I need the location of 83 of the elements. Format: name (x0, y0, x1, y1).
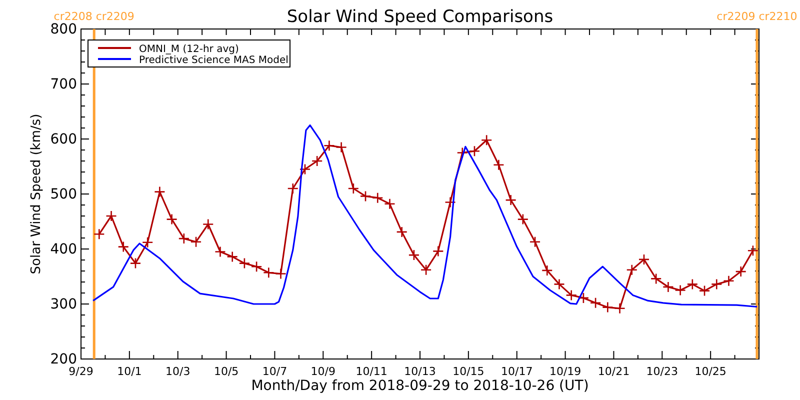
legend-label: OMNI_M (12-hr avg) (139, 44, 239, 55)
point (626, 264, 638, 276)
point (106, 210, 117, 222)
ref-line-label: cr2208 cr2209 (54, 10, 134, 23)
point (444, 196, 456, 208)
point (238, 258, 250, 269)
point (202, 218, 214, 230)
point (408, 249, 420, 261)
point (263, 267, 274, 278)
point (747, 245, 759, 256)
point (154, 186, 166, 198)
point (578, 292, 590, 304)
point (372, 192, 384, 204)
y-tick-label: 300 (50, 296, 77, 312)
point (456, 147, 468, 158)
point (118, 241, 130, 252)
point (275, 268, 286, 280)
x-axis-title: Month/Day from 2018-09-29 to 2018-10-26 (UT) (251, 378, 589, 394)
ref-line-label: cr2209 cr2210 (716, 10, 798, 23)
point (480, 134, 492, 146)
point (384, 198, 396, 210)
x-tick-label: 10/17 (501, 364, 533, 378)
point (396, 226, 408, 238)
point (178, 232, 190, 244)
point (554, 278, 565, 290)
y-axis-title: Solar Wind Speed (km/s) (29, 114, 44, 274)
point (650, 273, 662, 284)
point (590, 297, 602, 309)
y-tick-label: 500 (50, 186, 77, 202)
y-tick-label: 600 (50, 131, 77, 148)
point (566, 290, 577, 301)
point (348, 182, 360, 194)
point (735, 266, 746, 278)
point (214, 246, 226, 258)
x-tick-label: 10/25 (694, 364, 726, 378)
point (360, 190, 372, 202)
legend-label: Predictive Science MAS Model (139, 55, 288, 66)
point (614, 302, 626, 314)
point (710, 278, 722, 290)
x-tick-label: 10/7 (262, 364, 288, 378)
point (468, 145, 480, 157)
point (529, 236, 541, 248)
point (311, 155, 323, 167)
point (638, 254, 650, 266)
point (250, 260, 262, 272)
point (130, 258, 142, 269)
point (299, 164, 311, 175)
y-tick-label: 700 (50, 76, 77, 92)
point (698, 285, 710, 296)
y-tick-label: 800 (50, 21, 77, 38)
x-tick-label: 10/21 (598, 364, 630, 378)
point (686, 278, 698, 290)
y-tick-label: 400 (50, 241, 77, 258)
point (190, 236, 202, 248)
point (287, 182, 299, 194)
point (723, 275, 734, 287)
x-tick-label: 10/19 (549, 364, 582, 378)
y-tick-label: 200 (50, 351, 77, 368)
point (517, 214, 529, 225)
point (602, 302, 614, 313)
point (420, 264, 432, 276)
point (662, 281, 674, 293)
point (324, 140, 335, 152)
point (94, 228, 105, 240)
point (142, 236, 154, 248)
x-tick-label: 10/9 (310, 364, 336, 378)
x-tick-label: 10/1 (117, 364, 142, 378)
x-tick-label: 10/3 (166, 364, 190, 378)
point (674, 284, 686, 296)
point (432, 246, 444, 257)
point (336, 142, 347, 153)
chart-title: Solar Wind Speed Comparisons (286, 7, 554, 27)
point (226, 251, 238, 262)
point (166, 214, 178, 225)
point (541, 264, 553, 276)
x-tick-label: 10/11 (356, 364, 388, 378)
x-tick-label: 9/29 (68, 364, 94, 378)
x-tick-label: 10/5 (214, 364, 239, 378)
x-tick-label: 10/15 (452, 364, 484, 378)
x-tick-label: 10/13 (404, 364, 436, 378)
point (493, 159, 504, 170)
x-tick-label: 10/23 (646, 364, 678, 378)
point (505, 194, 516, 206)
